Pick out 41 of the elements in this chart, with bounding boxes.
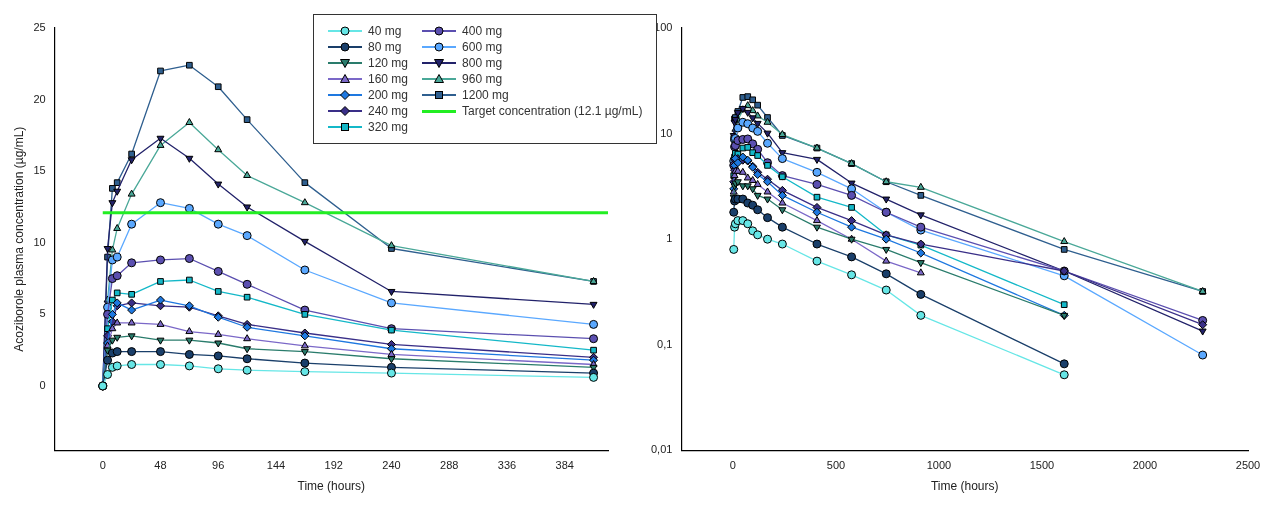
x-axis-title: Time (hours): [930, 479, 999, 494]
legend-label: 320 mg: [368, 120, 409, 134]
legend-label: 800 mg: [462, 56, 503, 70]
x-tick-label: 384: [555, 459, 574, 472]
y-tick-label: 15: [33, 164, 46, 177]
legend-label: 240 mg: [368, 104, 409, 118]
y-axis-title: Acoziborole plasma concentration (µg/mL): [11, 126, 26, 352]
x-tick-label: 288: [440, 459, 459, 472]
legend-label: 600 mg: [462, 40, 503, 54]
y-tick-label: 5: [39, 307, 46, 320]
x-tick-label: 0: [729, 459, 736, 472]
y-tick-label: 0,01: [650, 443, 673, 456]
legend-label: 160 mg: [368, 72, 409, 86]
legend-label: 40 mg: [368, 24, 402, 38]
legend-label: Target concentration (12.1 µg/mL): [462, 104, 643, 118]
legend-label: 960 mg: [462, 72, 503, 86]
y-tick-label: 1: [666, 232, 673, 245]
x-axis-title: Time (hours): [297, 479, 366, 494]
x-tick-label: 96: [212, 459, 225, 472]
y-tick-label: 25: [33, 21, 46, 34]
x-tick-label: 336: [497, 459, 517, 472]
x-tick-label: 2000: [1132, 459, 1158, 472]
x-tick-label: 144: [266, 459, 286, 472]
x-tick-label: 192: [324, 459, 343, 472]
y-tick-label: 10: [660, 126, 673, 139]
x-tick-label: 1500: [1029, 459, 1055, 472]
legend-label: 400 mg: [462, 24, 503, 38]
x-tick-label: 0: [99, 459, 106, 472]
x-tick-label: 500: [826, 459, 846, 472]
x-tick-label: 240: [382, 459, 401, 472]
legend-label: 80 mg: [368, 40, 402, 54]
x-tick-label: 1000: [926, 459, 952, 472]
y-tick-label: 10: [33, 235, 46, 248]
x-tick-label: 2500: [1235, 459, 1261, 472]
legend-label: 120 mg: [368, 56, 409, 70]
y-tick-label: 0: [39, 379, 46, 391]
y-tick-label: 20: [33, 92, 46, 105]
legend-label: 1200 mg: [462, 88, 509, 102]
x-tick-label: 48: [154, 459, 167, 472]
legend-label: 200 mg: [368, 88, 409, 102]
y-tick-label: 0,1: [657, 337, 673, 350]
